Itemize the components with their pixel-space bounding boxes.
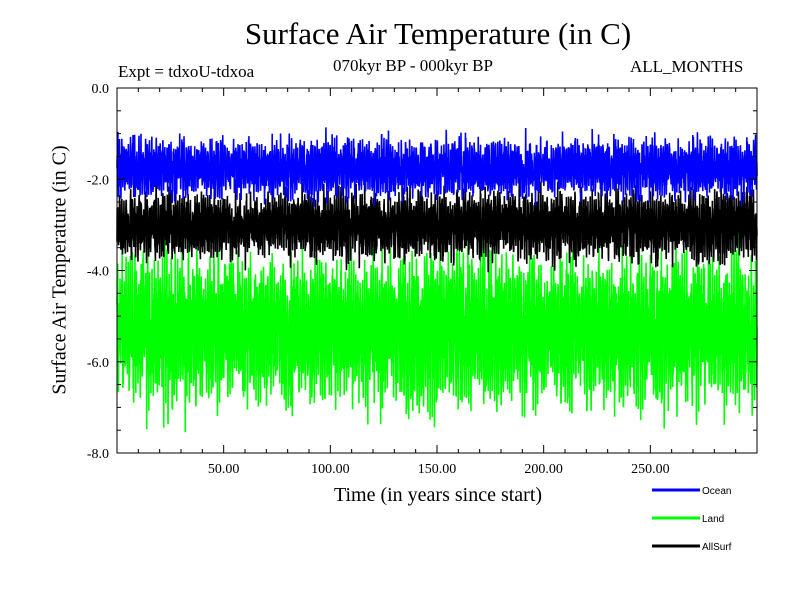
x-axis-label: Time (in years since start) <box>333 484 543 506</box>
experiment-label: Expt = tdxoU-tdxoa <box>118 62 255 81</box>
series-line-land <box>116 228 758 433</box>
y-tick-label: -6.0 <box>87 356 109 371</box>
series-line-ocean <box>116 127 758 207</box>
series-line-allsurf <box>116 176 758 273</box>
period-label: 070kyr BP - 000kyr BP <box>333 56 493 75</box>
y-tick-label: -4.0 <box>87 265 109 280</box>
x-tick-label: 200.00 <box>524 462 563 477</box>
y-tick-label: 0.0 <box>92 82 110 97</box>
legend-label-allsurf: AllSurf <box>702 542 732 553</box>
legend-label-land: Land <box>702 514 724 525</box>
legend: Ocean Land AllSurf <box>652 486 732 553</box>
months-label: ALL_MONTHS <box>630 57 744 76</box>
y-tick-label: -2.0 <box>87 173 109 188</box>
x-tick-label: 150.00 <box>418 462 457 477</box>
x-tick-label: 250.00 <box>631 462 670 477</box>
x-tick-label: 50.00 <box>208 462 240 477</box>
chart-title: Surface Air Temperature (in C) <box>244 16 632 51</box>
legend-label-ocean: Ocean <box>702 486 731 497</box>
x-tick-label: 100.00 <box>311 462 350 477</box>
series-layer <box>116 127 758 433</box>
axes-layer: 50.00 100.00 150.00 200.00 250.00 0.0 -2.0 -4.0… <box>87 82 758 477</box>
y-tick-label: -8.0 <box>87 447 109 462</box>
